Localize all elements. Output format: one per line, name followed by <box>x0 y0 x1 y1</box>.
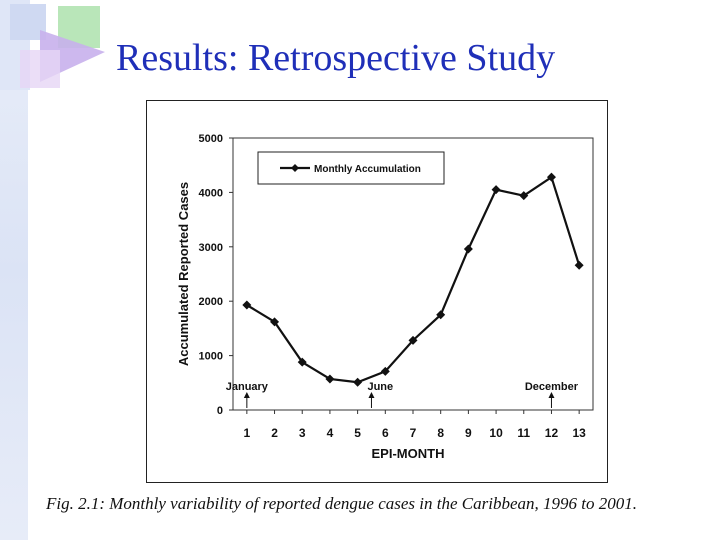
legend-marker <box>291 164 299 172</box>
data-point <box>546 172 556 182</box>
y-tick-label: 1000 <box>199 351 223 363</box>
x-tick-label: 5 <box>354 426 361 440</box>
data-point <box>463 244 473 254</box>
x-axis-label: EPI-MONTH <box>372 446 445 461</box>
annotation-label: June <box>367 381 393 393</box>
x-tick-label: 2 <box>271 426 278 440</box>
data-point <box>574 260 584 270</box>
data-point <box>270 317 280 327</box>
annotation-label: January <box>226 381 269 393</box>
figure-caption: Fig. 2.1: Monthly variability of reporte… <box>46 494 637 513</box>
x-tick-label: 8 <box>437 426 444 440</box>
data-point <box>325 374 335 384</box>
x-tick-label: 12 <box>545 426 559 440</box>
x-tick-label: 10 <box>489 426 503 440</box>
data-point <box>242 300 252 310</box>
x-tick-label: 4 <box>327 426 334 440</box>
data-point <box>491 185 501 195</box>
data-point <box>380 366 390 376</box>
chart-frame: 0 1000 2000 3000 4000 5000 1 2 3 4 5 6 7 8 9 10 11 12 13 EP… <box>146 100 608 483</box>
y-tick-label: 0 <box>217 405 223 417</box>
y-tick-label: 3000 <box>199 242 223 254</box>
data-point <box>436 310 446 320</box>
x-tick-label: 7 <box>410 426 417 440</box>
y-tick-label: 5000 <box>199 133 223 145</box>
x-tick-label: 6 <box>382 426 389 440</box>
left-decorative-strip <box>0 0 28 540</box>
data-point <box>297 357 307 367</box>
y-axis-label: Accumulated Reported Cases <box>176 182 191 366</box>
annotation-arrowhead <box>548 392 555 398</box>
annotation-arrowhead <box>243 392 250 398</box>
data-point <box>408 335 418 345</box>
y-tick-label: 2000 <box>199 296 223 308</box>
y-tick-label: 4000 <box>199 187 223 199</box>
slide-title: Results: Retrospective Study <box>116 37 556 79</box>
series-line <box>246 175 581 384</box>
annotation-arrowhead <box>368 392 375 398</box>
data-point <box>353 377 363 387</box>
x-tick-label: 9 <box>465 426 472 440</box>
x-tick-label: 13 <box>572 426 586 440</box>
legend-label: Monthly Accumulation <box>314 164 421 175</box>
data-point <box>519 191 529 201</box>
corner-logo-icon <box>0 0 105 90</box>
x-tick-label: 3 <box>299 426 306 440</box>
x-tick-label: 11 <box>517 426 530 440</box>
x-tick-label: 1 <box>244 426 251 440</box>
annotation-label: December <box>525 381 579 393</box>
